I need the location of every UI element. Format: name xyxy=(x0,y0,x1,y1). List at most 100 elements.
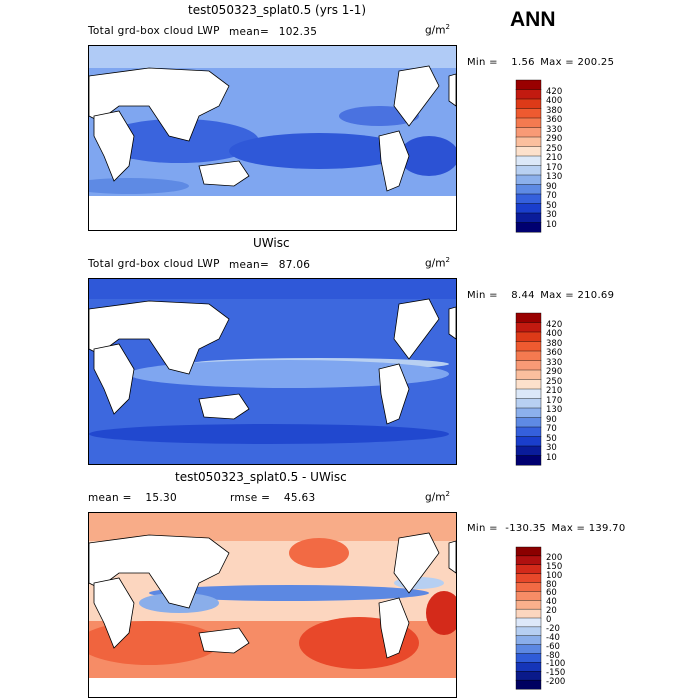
panel3-mean-stat: mean = 15.30 xyxy=(88,492,177,504)
panel3-colorbar xyxy=(515,546,542,690)
panel2-colorbar-level: 70 xyxy=(546,424,557,434)
panel2-mean-value: 87.06 xyxy=(278,259,311,271)
panel1-colorbar-box xyxy=(515,203,542,214)
panel2-colorbar-box xyxy=(515,312,542,324)
panel2-colorbar-box xyxy=(515,360,542,371)
panel3-colorbar-level: 60 xyxy=(546,588,557,599)
panel2-colorbar-level: 250 xyxy=(546,376,563,387)
panel3-colorbar-level: -20 xyxy=(546,623,560,634)
panel3-antarctic xyxy=(89,678,456,697)
panel2-mean-label: mean= xyxy=(229,259,270,271)
panel2-colorbar-box xyxy=(515,455,542,466)
season-label: ANN xyxy=(510,8,556,31)
panel1-band-indian xyxy=(99,119,259,163)
panel1-colorbar-level: 130 xyxy=(546,172,563,182)
panel2-ocean-north xyxy=(89,279,456,299)
panel3-title: test050323_splat0.5 - UWisc xyxy=(175,470,347,484)
panel1-band-pacific xyxy=(229,133,409,169)
panel1-colorbar-box xyxy=(515,146,542,157)
panel1-colorbar-level: 330 xyxy=(546,124,563,135)
panel1-colorbar xyxy=(515,79,542,233)
panel3-hotspot-atlantic xyxy=(426,591,456,635)
panel3-colorbar-box xyxy=(515,662,542,672)
panel1-colorbar-level: 420 xyxy=(546,86,563,97)
panel1-antarctic xyxy=(89,196,456,230)
panel2-land xyxy=(89,298,456,425)
panel1-min-value: 1.56 xyxy=(511,57,535,68)
panel1-map xyxy=(88,45,457,231)
panel3-colorbar-box xyxy=(515,600,542,610)
panel2-units: g/m2 xyxy=(425,256,450,270)
panel3-colorbar-level: 200 xyxy=(546,552,563,563)
panel1-colorbar-level: 10 xyxy=(546,219,557,230)
panel2-colorbar-level: 30 xyxy=(546,443,557,453)
panel1-colorbar-box xyxy=(515,117,542,129)
panel1-colorbar-box xyxy=(515,155,542,167)
panel1-colorbar-level: 400 xyxy=(546,96,563,106)
panel1-colorbar-level: 70 xyxy=(546,191,557,201)
panel1-colorbar-box xyxy=(515,193,542,205)
panel2-colorbar-box xyxy=(515,426,542,438)
panel2-colorbar-box xyxy=(515,350,542,362)
panel3-minmax: Min = -130.35 Max = 139.70 xyxy=(467,523,626,534)
panel2-colorbar-box xyxy=(515,322,542,333)
panel2-colorbar-level: 210 xyxy=(546,386,563,396)
panel3-colorbar-box xyxy=(515,564,542,575)
panel1-mean-value: 102.35 xyxy=(278,26,318,38)
panel1-colorbar-box xyxy=(515,79,542,91)
panel1-colorbar-level: 360 xyxy=(546,115,563,125)
panel2-minmax: Min = 8.44 Max = 210.69 xyxy=(467,290,614,301)
panel2-colorbar-level: 290 xyxy=(546,367,563,377)
panel1-colorbar-level: 250 xyxy=(546,143,563,154)
panel3-colorbar-level: 40 xyxy=(546,597,557,608)
panel2-colorbar-level: 130 xyxy=(546,405,563,415)
panel2-colorbar-box xyxy=(515,436,542,447)
panel1-min-label: Min = xyxy=(467,57,498,68)
panel3-rmse-label: rmse = xyxy=(230,492,271,504)
panel3-colorbar-box xyxy=(515,653,542,663)
panel3-colorbar-box xyxy=(515,644,542,655)
panel3-colorbar-level: 80 xyxy=(546,579,557,590)
panel3-land xyxy=(89,532,456,659)
panel2-map xyxy=(88,278,457,465)
panel3-colorbar-level: -80 xyxy=(546,650,560,661)
panel3-colorbar-level: -150 xyxy=(546,668,566,679)
panel3-colorbar-level: 0 xyxy=(546,615,552,625)
panel3-hotspot-npacific xyxy=(289,538,349,568)
panel1-colorbar-level: 30 xyxy=(546,210,557,220)
panel3-colorbar-level: -100 xyxy=(546,659,566,670)
panel1-colorbar-box xyxy=(515,136,542,148)
panel3-map xyxy=(88,512,457,698)
panel1-colorbar-box xyxy=(515,222,542,233)
panel2-colorbar-box xyxy=(515,407,542,419)
panel2-colorbar xyxy=(515,312,542,466)
panel3-colorbar-box xyxy=(515,626,542,637)
panel1-colorbar-box xyxy=(515,174,542,186)
panel2-colorbar-level: 90 xyxy=(546,414,557,425)
panel3-mean-value: 15.30 xyxy=(145,492,177,504)
panel1-max-value: 200.25 xyxy=(577,57,615,68)
panel1-land xyxy=(89,65,456,192)
panel1-title: test050323_splat0.5 (yrs 1-1) xyxy=(188,3,367,17)
panel1-mean-stat: mean= 102.35 xyxy=(229,26,317,38)
panel1-colorbar-box xyxy=(515,89,542,100)
panel3-max-value: 139.70 xyxy=(588,523,626,534)
panel2-colorbar-level: 420 xyxy=(546,319,563,330)
panel1-mean-label: mean= xyxy=(229,26,270,38)
panel2-min-label: Min = xyxy=(467,290,498,301)
panel2-colorbar-box xyxy=(515,331,542,343)
panel2-max-label: Max = xyxy=(540,290,574,301)
panel3-colorbar-level: 100 xyxy=(546,570,563,581)
panel1-colorbar-box xyxy=(515,212,542,224)
panel3-colorbar-box xyxy=(515,679,542,690)
panel2-colorbar-level: 170 xyxy=(546,395,563,406)
panel2-colorbar-box xyxy=(515,388,542,400)
panel3-colorbar-box xyxy=(515,573,542,584)
panel2-mean-stat: mean= 87.06 xyxy=(229,259,310,271)
panel3-colorbar-box xyxy=(515,671,542,681)
panel3-min-label: Min = xyxy=(467,523,498,534)
panel3-colorbar-level: -40 xyxy=(546,632,560,643)
panel2-colorbar-box xyxy=(515,369,542,381)
panel1-colorbar-box xyxy=(515,184,542,195)
panel3-colorbar-box xyxy=(515,555,542,566)
